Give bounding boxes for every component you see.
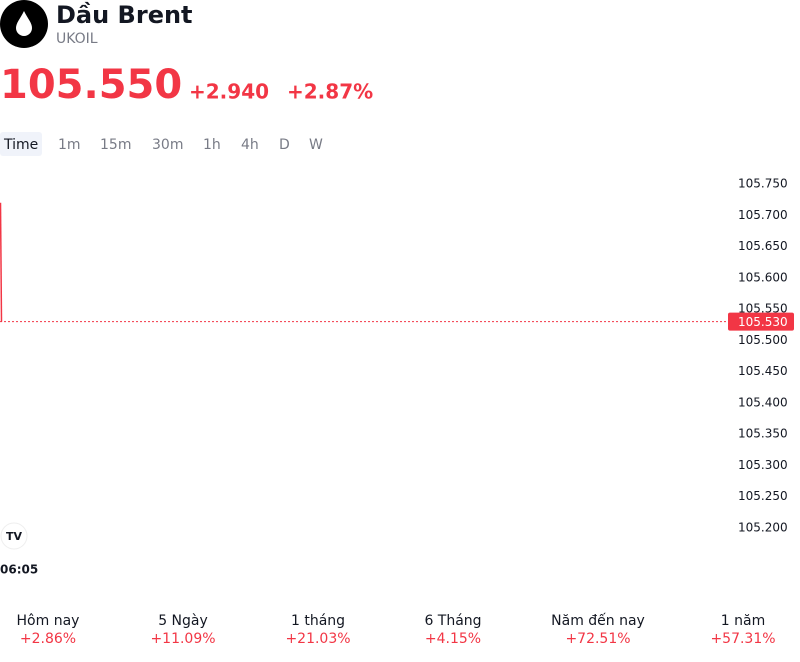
period-label: 5 Ngày: [158, 613, 208, 629]
period-label: Năm đến nay: [551, 612, 645, 629]
timeframe-tab[interactable]: 4h: [241, 137, 259, 153]
y-tick-label: 105.250: [738, 489, 788, 503]
period-change: +21.03%: [285, 631, 350, 647]
period-label: Hôm nay: [17, 613, 80, 629]
logo-badge: [0, 522, 28, 550]
y-tick-label: 105.750: [738, 177, 788, 191]
period-change: +4.15%: [425, 631, 481, 647]
y-tick-label: 105.600: [738, 270, 788, 284]
period-change: +2.86%: [20, 631, 76, 647]
last-price-badge: [728, 312, 794, 331]
timeframe-tab[interactable]: 1h: [203, 137, 221, 153]
y-tick-label: 105.500: [738, 333, 788, 347]
y-tick-label: 105.300: [738, 458, 788, 472]
period-change: +57.31%: [710, 631, 775, 647]
active-tab: [0, 132, 42, 156]
logo: TV: [6, 530, 23, 543]
y-tick-label: 105.550: [738, 302, 788, 316]
y-tick-label: 105.400: [738, 395, 788, 409]
timeframe-tab[interactable]: W: [309, 137, 323, 153]
y-tick-label: 105.350: [738, 427, 788, 441]
change-percent: +2.87%: [287, 80, 373, 104]
price: 105.550: [0, 62, 182, 108]
period-label: 1 tháng: [291, 613, 345, 629]
period-change: +11.09%: [150, 631, 215, 647]
period-label: 6 Tháng: [424, 613, 481, 629]
change: +2.940: [189, 80, 269, 104]
y-tick-label: 105.650: [738, 239, 788, 253]
x-tick-label: 06:05: [0, 563, 38, 577]
timeframe-tab[interactable]: D: [279, 137, 290, 153]
title: Dầu Brent: [56, 1, 193, 29]
timeframe-tab[interactable]: 1m: [58, 137, 81, 153]
y-tick-label: 105.200: [738, 521, 788, 535]
last-price-label: 105.530: [738, 315, 788, 329]
timeframe-tab[interactable]: 15m: [100, 137, 131, 153]
price-line: [0, 202, 3, 322]
y-tick-label: 105.700: [738, 208, 788, 222]
drop-icon: [16, 11, 32, 36]
timeframe-tab[interactable]: Time: [3, 137, 38, 153]
timeframe-tab[interactable]: 30m: [152, 137, 183, 153]
period-label: 1 năm: [721, 613, 765, 629]
y-tick-label: 105.450: [738, 364, 788, 378]
symbol: UKOIL: [56, 31, 98, 47]
period-change: +72.51%: [565, 631, 630, 647]
